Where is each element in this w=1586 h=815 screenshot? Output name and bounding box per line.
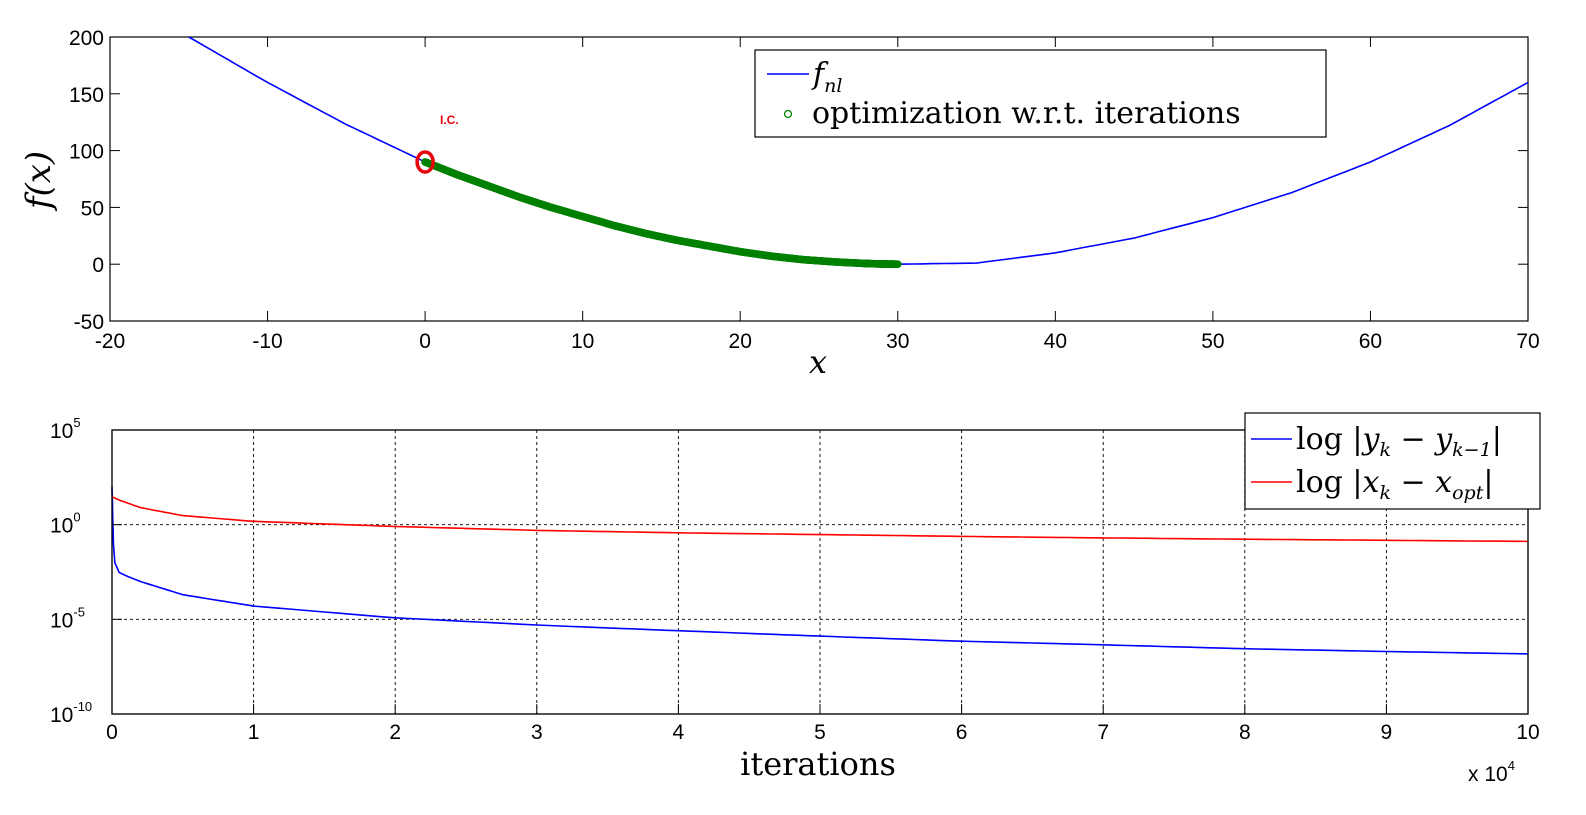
ic-marker-ring bbox=[415, 150, 435, 174]
top-y-tick-label: 100 bbox=[69, 141, 104, 164]
top-x-tick-label: -20 bbox=[95, 330, 125, 353]
top-x-tick-label: 60 bbox=[1359, 330, 1382, 353]
top-y-tick-label: -50 bbox=[74, 311, 104, 334]
bottom-x-tick-label: 2 bbox=[389, 721, 401, 744]
top-x-tick-label: 50 bbox=[1201, 330, 1224, 353]
legend-bottom-entry-2-var-1: x bbox=[1363, 465, 1380, 500]
legend-bottom-entry-1-prefix: log | bbox=[1296, 422, 1363, 457]
legend-bottom-entry-2-var-2: x bbox=[1435, 465, 1452, 500]
top-x-tick-label: 70 bbox=[1516, 330, 1539, 353]
legend-bottom-entry-1-sub-2: k−1 bbox=[1452, 439, 1492, 461]
legend-top: fnl optimization w.r.t. iterations bbox=[754, 49, 1327, 138]
bottom-y-tick-base: 10 bbox=[50, 704, 73, 727]
top-x-tick-label: -10 bbox=[252, 330, 282, 353]
legend-bottom-entry-2-suffix: | bbox=[1483, 465, 1493, 500]
bottom-y-tick-exponent: -5 bbox=[73, 604, 85, 619]
legend-bottom-box bbox=[1244, 412, 1541, 510]
legend-bottom-entry-1-operator: − bbox=[1391, 422, 1435, 457]
legend-bottom-entry-1-var-1: y bbox=[1361, 422, 1381, 457]
top-y-tick-label: 0 bbox=[92, 254, 104, 277]
series-x-error-line bbox=[111, 495, 1529, 543]
legend-bottom-entry-1: log |yk − yk−1| bbox=[1296, 422, 1502, 461]
top-x-tick-label: 30 bbox=[886, 330, 909, 353]
bottom-y-tick-exponent: 0 bbox=[73, 510, 80, 525]
bottom-y-tick-base: 10 bbox=[50, 609, 73, 632]
legend-top-entry-1-subscript: nl bbox=[824, 75, 842, 97]
top-x-tick-label: 20 bbox=[729, 330, 752, 353]
ic-annotation: I.C. bbox=[440, 113, 459, 127]
top-x-tick-label: 10 bbox=[571, 330, 594, 353]
legend-bottom-entry-2-sub-2: opt bbox=[1452, 482, 1484, 504]
top-y-tick-label: 150 bbox=[69, 84, 104, 107]
top-x-tick-label: 40 bbox=[1044, 330, 1067, 353]
top-series bbox=[188, 36, 1529, 269]
legend-bottom-entry-1-sub-1: k bbox=[1379, 439, 1391, 461]
legend-top-marker-swatch bbox=[783, 109, 793, 119]
bottom-y-tick-label: 100 bbox=[50, 510, 81, 538]
legend-bottom-entry-1-var-2: y bbox=[1433, 422, 1453, 457]
bottom-x-tick-label: 9 bbox=[1381, 721, 1393, 744]
legend-bottom-entry-2-prefix: log | bbox=[1296, 465, 1363, 500]
top-x-axis-label: x bbox=[809, 343, 827, 381]
bottom-x-axis-label: iterations bbox=[740, 745, 896, 783]
legend-top-box bbox=[754, 49, 1327, 138]
bottom-x-tick-label: 3 bbox=[531, 721, 543, 744]
legend-bottom-entry-2-operator: − bbox=[1391, 465, 1435, 500]
optimization-marker bbox=[893, 260, 902, 269]
x-multiplier-exponent: 4 bbox=[1508, 758, 1515, 773]
bottom-x-tick-label: 1 bbox=[248, 721, 260, 744]
bottom-y-tick-exponent: 5 bbox=[73, 415, 80, 430]
legend-bottom-entry-2-sub-1: k bbox=[1379, 482, 1391, 504]
legend-bottom: log |yk − yk−1| log |xk − xopt| bbox=[1244, 412, 1541, 510]
top-ticks: -20 -10 0 10 20 30 40 50 60 70 -50 0 50 100 150 200 bbox=[69, 27, 1540, 353]
bottom-x-tick-label: 5 bbox=[814, 721, 826, 744]
legend-top-entry-2: optimization w.r.t. iterations bbox=[812, 96, 1241, 131]
top-y-axis-label: f(x) bbox=[19, 151, 59, 212]
bottom-y-tick-label: 10-5 bbox=[50, 604, 85, 632]
bottom-y-tick-base: 10 bbox=[50, 420, 73, 443]
top-y-tick-label: 200 bbox=[69, 27, 104, 50]
series-y-diff-line bbox=[111, 486, 1529, 655]
top-y-tick-label: 50 bbox=[81, 197, 104, 220]
bottom-series bbox=[111, 486, 1529, 655]
bottom-x-tick-label: 7 bbox=[1097, 721, 1109, 744]
bottom-x-tick-label: 8 bbox=[1239, 721, 1251, 744]
legend-bottom-entry-1-suffix: | bbox=[1492, 422, 1502, 457]
bottom-x-tick-label: 4 bbox=[673, 721, 685, 744]
x-multiplier-base: x 10 bbox=[1468, 763, 1508, 786]
bottom-y-tick-label: 105 bbox=[50, 415, 81, 443]
bottom-y-tick-exponent: -10 bbox=[73, 699, 92, 714]
top-x-tick-label: 0 bbox=[419, 330, 431, 353]
x-multiplier: x 104 bbox=[1468, 758, 1515, 786]
bottom-y-tick-label: 10-10 bbox=[50, 699, 92, 727]
legend-bottom-entry-2: log |xk − xopt| bbox=[1296, 465, 1493, 504]
bottom-y-tick-base: 10 bbox=[50, 515, 73, 538]
bottom-x-tick-label: 10 bbox=[1516, 721, 1539, 744]
bottom-x-tick-label: 6 bbox=[956, 721, 968, 744]
bottom-x-tick-label: 0 bbox=[106, 721, 118, 744]
